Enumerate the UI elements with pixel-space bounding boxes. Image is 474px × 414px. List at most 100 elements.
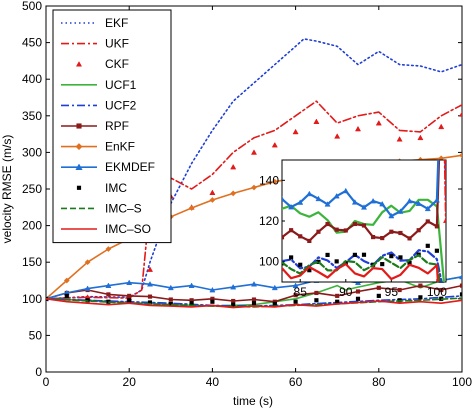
inset-point-imc	[298, 262, 303, 267]
legend-marker-rpf	[76, 123, 82, 129]
inset-point-rpf	[316, 229, 321, 234]
legend-label-rpf: RPF	[105, 119, 129, 133]
legend-label-ekf: EKF	[105, 16, 128, 30]
main-point-enkf	[63, 277, 70, 284]
main-point-ekmdef	[84, 285, 91, 291]
inset-point-ekmdef	[370, 197, 377, 204]
main-point-ekmdef	[230, 283, 237, 290]
legend-marker-enkf	[75, 143, 83, 151]
main-point-ckf	[417, 134, 424, 141]
main-point-imc	[168, 301, 173, 307]
main-line-ekf	[46, 38, 462, 300]
inset-y-tick-label: 100	[259, 255, 279, 269]
inset-point-ekmdef	[297, 199, 304, 205]
legend-item-enkf: EnKF	[61, 140, 135, 154]
main-point-rpf	[168, 297, 173, 302]
inset-point-ekmdef	[342, 187, 349, 194]
inset-y-tick-label: 140	[259, 173, 279, 187]
main-point-rpf	[439, 287, 444, 293]
legend-item-ekmdef: EKMDEF	[61, 160, 155, 174]
inset-x-tick-label: 95	[385, 285, 399, 299]
y-tick-label: 350	[22, 109, 42, 123]
main-point-enkf	[230, 190, 237, 197]
inset-point-imc	[398, 255, 403, 260]
main-point-imc	[418, 295, 423, 300]
inset-point-imc	[352, 252, 357, 257]
inset-series-rpf	[282, 160, 441, 244]
legend-label-imc-s: IMC–S	[105, 201, 142, 215]
main-point-imc	[210, 299, 215, 304]
main-point-enkf	[84, 259, 91, 266]
inset-point-imc	[343, 260, 348, 266]
inset-point-imc	[316, 259, 321, 264]
main-point-ekmdef	[271, 284, 278, 291]
inset-point-ekmdef	[433, 197, 440, 203]
main-point-enkf	[251, 184, 257, 191]
inset-point-ekmdef	[379, 200, 386, 207]
main-point-enkf	[209, 197, 216, 203]
inset-point-ekmdef	[351, 199, 358, 205]
inset-y-tick-label: 120	[259, 214, 279, 228]
y-tick-label: 200	[22, 219, 42, 233]
main-point-ekmdef	[126, 279, 133, 286]
y-tick-label: 50	[29, 328, 43, 342]
y-tick-label: 500	[22, 0, 42, 13]
inset-series-ekmdef	[282, 160, 440, 219]
y-tick-label: 450	[22, 36, 42, 50]
legend-item-rpf: RPF	[61, 119, 129, 133]
inset-point-rpf	[434, 224, 439, 229]
main-point-ckf	[375, 120, 382, 126]
main-point-ckf	[271, 141, 278, 148]
main-point-ekmdef	[292, 282, 299, 288]
main-point-rpf	[459, 283, 462, 288]
inset-point-imc	[289, 255, 294, 260]
main-point-ckf	[230, 163, 237, 170]
main-point-rpf	[127, 293, 132, 298]
inset-point-rpf	[343, 228, 348, 233]
main-point-ekmdef	[146, 281, 154, 287]
inset-point-imc	[380, 262, 385, 267]
main-point-ckf	[396, 136, 403, 142]
main-series-ekf	[46, 38, 462, 300]
main-point-ckf	[334, 133, 341, 139]
inset-x-tick-label: 90	[339, 285, 353, 299]
inset-point-ekmdef	[415, 200, 422, 206]
inset-point-ekmdef	[315, 195, 322, 202]
legend-item-imc-s: IMC–S	[61, 201, 142, 215]
main-point-imc	[64, 293, 69, 298]
main-point-ekmdef	[250, 281, 258, 287]
inset-point-rpf	[398, 230, 403, 236]
main-point-imc	[231, 302, 236, 307]
main-point-imc	[251, 301, 257, 306]
main-line-imc-so	[46, 297, 462, 309]
inset-point-rpf	[371, 235, 376, 240]
legend-label-ucf2: UCF2	[105, 98, 137, 112]
main-point-imc	[314, 298, 319, 303]
main-point-rpf	[293, 293, 298, 298]
main-point-rpf	[272, 299, 277, 304]
legend-item-ukf: UKF	[61, 37, 129, 51]
inset-line-imc-so	[282, 263, 439, 282]
main-point-enkf	[459, 152, 462, 159]
inset-point-rpf	[416, 228, 421, 233]
legend-label-imc: IMC	[105, 181, 127, 195]
main-series-imc-so	[46, 297, 462, 309]
inset-point-ekmdef	[388, 212, 395, 219]
x-tick-label: 60	[289, 375, 303, 389]
x-tick-label: 80	[372, 375, 386, 389]
inset-point-ekmdef	[324, 201, 331, 207]
inset-point-rpf	[425, 219, 430, 224]
x-tick-label: 0	[43, 375, 50, 389]
inset-point-imc	[325, 252, 330, 257]
y-tick-label: 300	[22, 145, 42, 159]
legend-item-ucf1: UCF1	[61, 78, 137, 92]
y-axis-label: velocity RMSE (m/s)	[0, 135, 14, 244]
legend-label-imc-so: IMC–SO	[105, 222, 151, 236]
main-point-ekmdef	[209, 286, 216, 293]
inset-point-rpf	[298, 234, 303, 239]
inset-point-imc	[389, 254, 394, 259]
main-point-rpf	[376, 285, 381, 290]
legend-marker-imc	[76, 185, 82, 190]
main-point-rpf	[147, 294, 153, 299]
